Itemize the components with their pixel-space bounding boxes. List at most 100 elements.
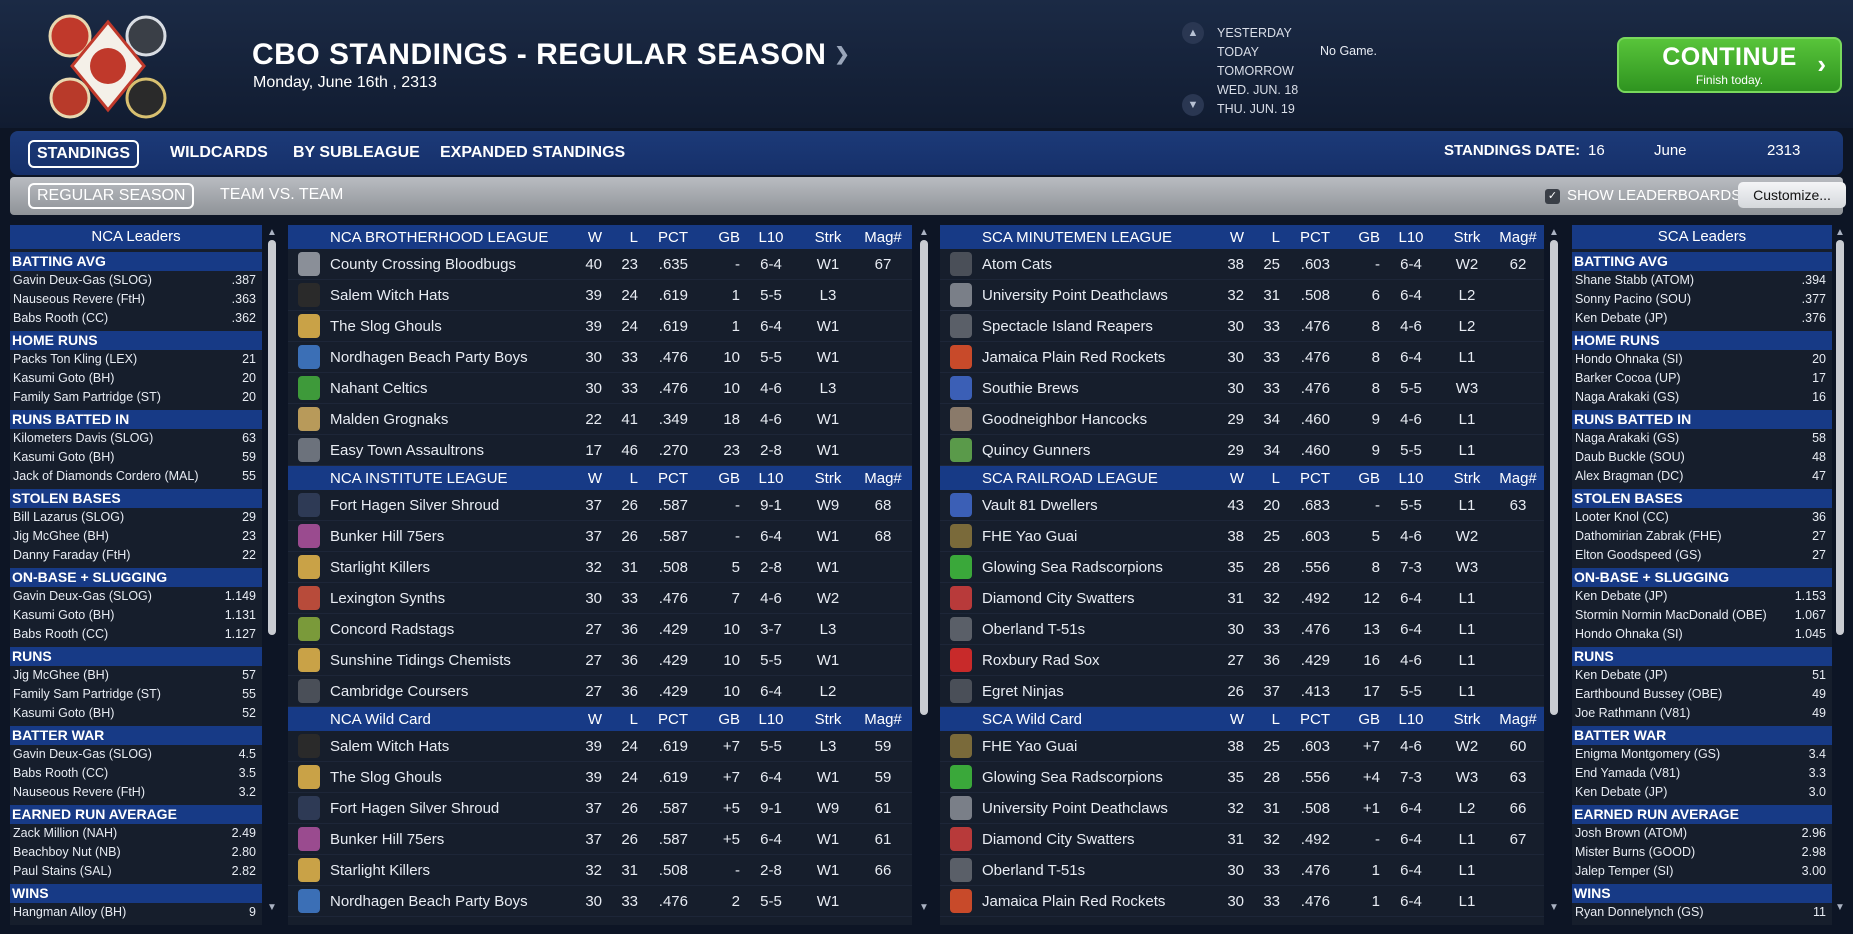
team-name[interactable]: Jamaica Plain Red Rockets bbox=[982, 348, 1166, 366]
leader-player[interactable]: Gavin Deux-Gas (SLOG) bbox=[13, 273, 152, 287]
team-name[interactable]: Egret Ninjas bbox=[982, 682, 1064, 700]
leader-row[interactable]: Enigma Montgomery (GS) 3.4 bbox=[1572, 745, 1832, 764]
column-header[interactable]: W bbox=[587, 710, 602, 728]
leader-row[interactable]: Jack of Diamonds Cordero (MAL) 55 bbox=[10, 467, 262, 486]
leader-player[interactable]: Babs Rooth (CC) bbox=[13, 311, 109, 325]
show-leaderboards-checkbox[interactable]: ✓ bbox=[1545, 189, 1560, 204]
column-header[interactable]: PCT bbox=[658, 469, 688, 487]
leader-player[interactable]: Earthbound Bussey (OBE) bbox=[1575, 687, 1723, 701]
league-title[interactable]: SCA MINUTEMEN LEAGUE bbox=[982, 228, 1173, 246]
leader-row[interactable]: Kasumi Goto (BH) 52 bbox=[10, 704, 262, 723]
leader-player[interactable]: Gavin Deux-Gas (SLOG) bbox=[13, 589, 152, 603]
table-row[interactable]: Bunker Hill 75ers 37 26 .587 +5 6-4 W1 61 bbox=[288, 824, 912, 855]
leader-player[interactable]: Kasumi Goto (BH) bbox=[13, 706, 115, 720]
team-name[interactable]: Oberland T-51s bbox=[982, 620, 1086, 638]
leader-row[interactable]: Danny Faraday (FtH) 22 bbox=[10, 546, 262, 565]
leader-player[interactable]: Bill Lazarus (SLOG) bbox=[13, 510, 125, 524]
team-name[interactable]: Quincy Gunners bbox=[982, 441, 1091, 459]
team-name[interactable]: Bunker Hill 75ers bbox=[330, 830, 445, 848]
leader-player[interactable]: Looter Knol (CC) bbox=[1575, 510, 1669, 524]
column-header[interactable]: L bbox=[1271, 228, 1280, 246]
leader-player[interactable]: Jalep Temper (SI) bbox=[1575, 864, 1674, 878]
team-name[interactable]: Spectacle Island Reapers bbox=[982, 317, 1153, 335]
leader-row[interactable]: Hangman Alloy (BH) 9 bbox=[10, 903, 262, 922]
team-name[interactable]: Nahant Celtics bbox=[330, 379, 428, 397]
leader-row[interactable]: Hondo Ohnaka (SI) 20 bbox=[1572, 350, 1832, 369]
tab-team-vs-team[interactable]: TEAM VS. TEAM bbox=[220, 186, 344, 203]
day-today[interactable]: TODAY bbox=[1217, 45, 1259, 59]
column-header[interactable]: W bbox=[587, 228, 602, 246]
tab-by-subleague[interactable]: BY SUBLEAGUE bbox=[293, 144, 420, 161]
leader-row[interactable]: Mister Burns (GOOD) 2.98 bbox=[1572, 843, 1832, 862]
column-header[interactable]: Mag# bbox=[1499, 710, 1537, 728]
team-name[interactable]: The Slog Ghouls bbox=[330, 317, 442, 335]
standings-date-day[interactable]: 16 bbox=[1588, 142, 1605, 159]
leader-player[interactable]: Elton Goodspeed (GS) bbox=[1575, 548, 1702, 562]
leader-row[interactable]: Jalep Temper (SI) 3.00 bbox=[1572, 862, 1832, 881]
column-header[interactable]: W bbox=[1229, 710, 1244, 728]
leader-row[interactable]: Looter Knol (CC) 36 bbox=[1572, 508, 1832, 527]
leader-player[interactable]: Nauseous Revere (FtH) bbox=[13, 785, 145, 799]
tab-expanded-standings[interactable]: EXPANDED STANDINGS bbox=[440, 144, 626, 161]
league-title[interactable]: NCA INSTITUTE LEAGUE bbox=[330, 469, 508, 487]
day-tomorrow[interactable]: TOMORROW bbox=[1217, 64, 1294, 78]
team-name[interactable]: Cambridge Coursers bbox=[330, 682, 469, 700]
leader-row[interactable]: Kasumi Goto (BH) 59 bbox=[10, 448, 262, 467]
table-row[interactable]: County Crossing Bloodbugs 40 23 .635 - 6-4 W1 6… bbox=[288, 249, 912, 280]
tab-wildcards[interactable]: WILDCARDS bbox=[170, 144, 268, 161]
column-header[interactable]: Strk bbox=[814, 710, 842, 728]
leader-player[interactable]: End Yamada (V81) bbox=[1575, 766, 1681, 780]
day-up-icon[interactable]: ▲ bbox=[1182, 22, 1204, 44]
column-header[interactable]: Strk bbox=[1453, 228, 1481, 246]
leader-row[interactable]: Dathomirian Zabrak (FHE) 27 bbox=[1572, 527, 1832, 546]
leader-player[interactable]: Jig McGhee (BH) bbox=[13, 529, 109, 543]
column-header[interactable]: GB bbox=[718, 228, 740, 246]
scroll-down-icon[interactable]: ▼ bbox=[919, 902, 929, 913]
team-name[interactable]: University Point Deathclaws bbox=[982, 286, 1168, 304]
leader-row[interactable]: End Yamada (V81) 3.3 bbox=[1572, 764, 1832, 783]
scroll-down-icon[interactable]: ▼ bbox=[267, 902, 277, 913]
team-name[interactable]: Concord Radstags bbox=[330, 620, 455, 638]
column-header[interactable]: L bbox=[1271, 469, 1280, 487]
leader-row[interactable]: Babs Rooth (CC) .362 bbox=[10, 309, 262, 328]
leader-player[interactable]: Jack of Diamonds Cordero (MAL) bbox=[13, 469, 199, 483]
leader-player[interactable]: Gavin Deux-Gas (SLOG) bbox=[13, 747, 152, 761]
column-header[interactable]: L10 bbox=[1398, 469, 1424, 487]
table-row[interactable]: Nordhagen Beach Party Boys 30 33 .476 2 5-5 W1 bbox=[288, 886, 912, 917]
leader-player[interactable]: Ken Debate (JP) bbox=[1575, 311, 1668, 325]
table-row[interactable]: Quincy Gunners 29 34 .460 9 5-5 L1 bbox=[940, 435, 1544, 466]
team-name[interactable]: Jamaica Plain Red Rockets bbox=[982, 892, 1166, 910]
scroll-up-icon[interactable]: ▲ bbox=[1549, 227, 1559, 238]
leader-player[interactable]: Jig McGhee (BH) bbox=[13, 668, 109, 682]
leader-player[interactable]: Zack Million (NAH) bbox=[13, 826, 118, 840]
leader-row[interactable]: Josh Brown (ATOM) 2.96 bbox=[1572, 824, 1832, 843]
chevron-down-icon[interactable]: ❯ bbox=[834, 44, 851, 64]
column-header[interactable]: L bbox=[629, 469, 638, 487]
leader-row[interactable]: Ken Debate (JP) .376 bbox=[1572, 309, 1832, 328]
team-name[interactable]: Starlight Killers bbox=[330, 558, 431, 576]
table-row[interactable]: Jamaica Plain Red Rockets 30 33 .476 8 6-4 L1 bbox=[940, 342, 1544, 373]
leader-row[interactable]: Family Sam Partridge (ST) 20 bbox=[10, 388, 262, 407]
standings-date-year[interactable]: 2313 bbox=[1767, 142, 1801, 159]
leader-row[interactable]: Naga Arakaki (GS) 16 bbox=[1572, 388, 1832, 407]
table-row[interactable]: Fort Hagen Silver Shroud 37 26 .587 - 9-1 W9 68 bbox=[288, 490, 912, 521]
leader-player[interactable]: Kasumi Goto (BH) bbox=[13, 371, 115, 385]
team-name[interactable]: FHE Yao Guai bbox=[982, 527, 1078, 545]
leader-row[interactable]: Bill Lazarus (SLOG) 29 bbox=[10, 508, 262, 527]
leader-player[interactable]: Alex Bragman (DC) bbox=[1575, 469, 1684, 483]
leader-player[interactable]: Nauseous Revere (FtH) bbox=[13, 292, 145, 306]
column-header[interactable]: Strk bbox=[1453, 469, 1481, 487]
scroll-up-icon[interactable]: ▲ bbox=[267, 227, 277, 238]
scroll-down-icon[interactable]: ▼ bbox=[1549, 902, 1559, 913]
day-thu[interactable]: THU. JUN. 19 bbox=[1217, 102, 1295, 116]
team-name[interactable]: Diamond City Swatters bbox=[982, 589, 1135, 607]
leader-row[interactable]: Gavin Deux-Gas (SLOG) .387 bbox=[10, 271, 262, 290]
column-header[interactable]: W bbox=[1229, 469, 1244, 487]
leader-row[interactable]: Nauseous Revere (FtH) 3.2 bbox=[10, 783, 262, 802]
column-header[interactable]: PCT bbox=[658, 710, 688, 728]
table-row[interactable]: University Point Deathclaws 32 31 .508 +1 6-4… bbox=[940, 793, 1544, 824]
scroll-down-icon[interactable]: ▼ bbox=[1835, 902, 1845, 913]
table-row[interactable]: Glowing Sea Radscorpions 35 28 .556 +4 7-3 W3 6… bbox=[940, 762, 1544, 793]
table-row[interactable]: Starlight Killers 32 31 .508 5 2-8 W1 bbox=[288, 552, 912, 583]
team-name[interactable]: Malden Grognaks bbox=[330, 410, 449, 428]
